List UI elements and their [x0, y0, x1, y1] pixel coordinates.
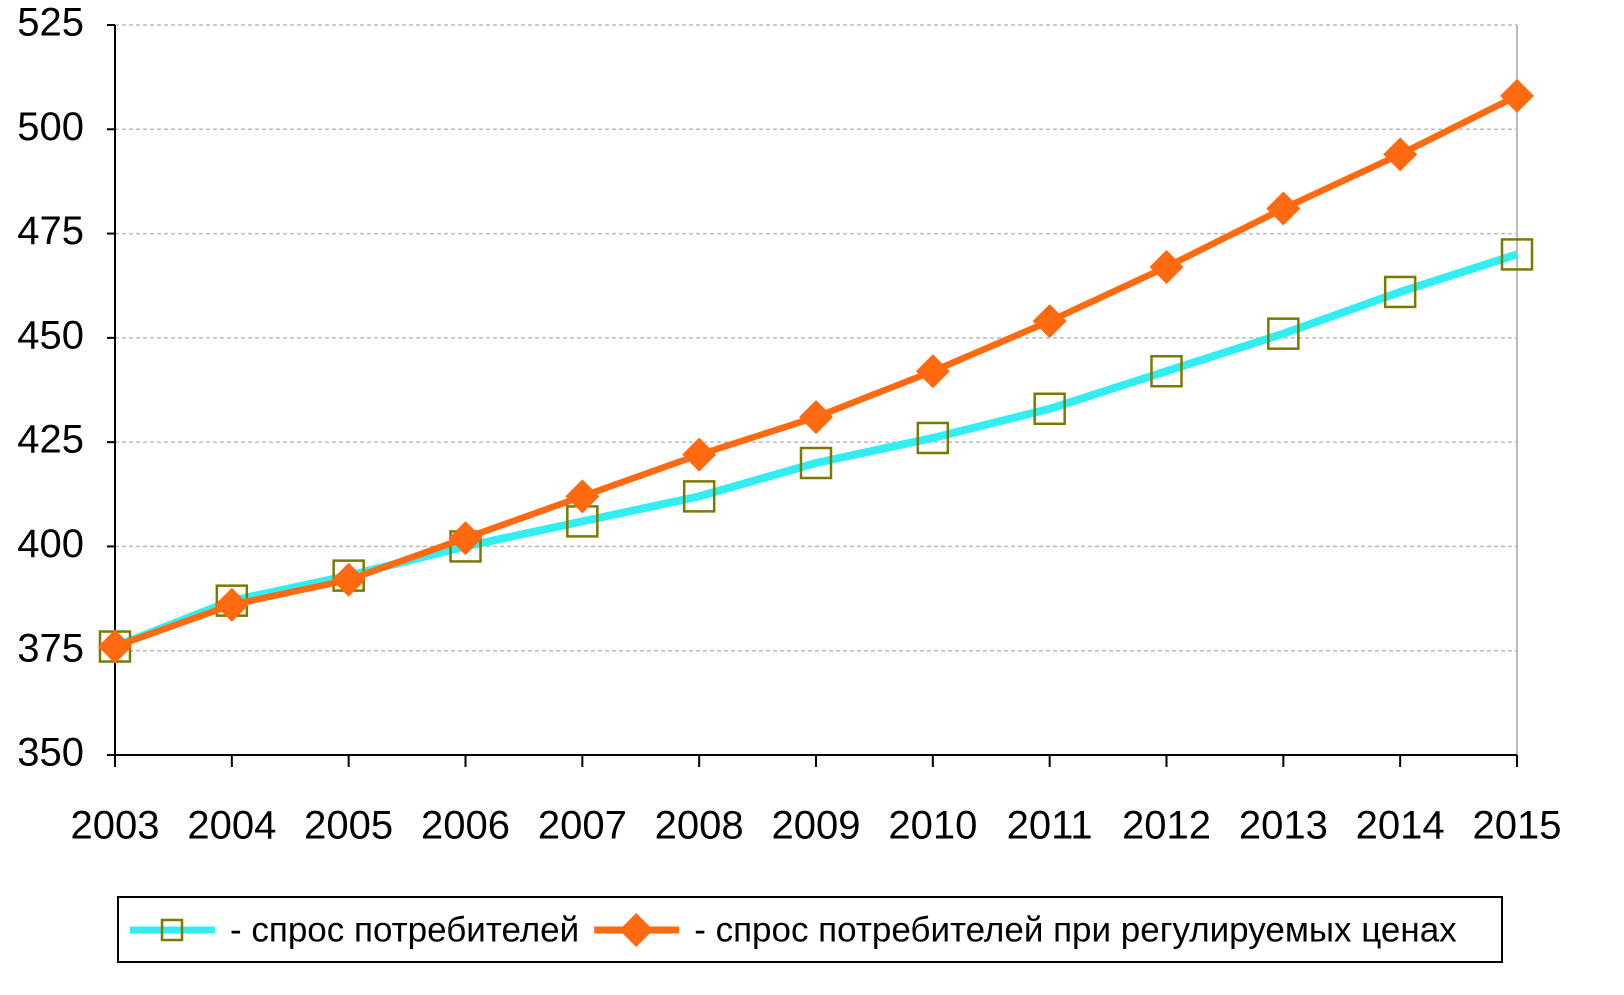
data-point	[1032, 304, 1067, 339]
x-tick-label: 2008	[655, 804, 744, 848]
y-tick-label: 425	[17, 418, 84, 462]
x-tick-label: 2006	[421, 804, 510, 848]
data-point	[565, 479, 600, 514]
legend-label: - спрос потребителей при регулируемых це…	[694, 910, 1457, 949]
y-tick-label: 375	[17, 626, 84, 670]
data-point	[1267, 317, 1300, 350]
y-tick-label: 450	[17, 313, 84, 357]
x-tick-label: 2015	[1473, 804, 1562, 848]
data-point	[799, 446, 833, 480]
x-tick-label: 2003	[71, 804, 160, 848]
y-tick-label: 500	[17, 105, 84, 149]
y-tick-label: 475	[17, 209, 84, 253]
x-tick-label: 2004	[187, 804, 276, 848]
x-tick-label: 2007	[538, 804, 627, 848]
data-point	[1150, 354, 1183, 388]
x-tick-label: 2011	[1007, 804, 1093, 848]
data-point	[915, 354, 950, 389]
data-point	[331, 562, 366, 597]
data-point	[214, 587, 249, 622]
data-point	[916, 421, 950, 455]
data-point	[1149, 249, 1184, 284]
data-point	[98, 629, 132, 664]
data-point	[1500, 238, 1534, 271]
data-point	[1383, 275, 1417, 309]
data-point	[1383, 137, 1418, 172]
x-tick-label: 2013	[1239, 804, 1328, 848]
legend-box	[117, 896, 1503, 963]
legend-marker	[160, 918, 184, 942]
y-tick-label: 400	[17, 522, 84, 566]
legend-marker	[619, 913, 654, 947]
data-point	[799, 400, 833, 435]
data-point	[448, 521, 483, 556]
y-tick-label: 525	[17, 1, 84, 45]
data-point	[1266, 191, 1301, 226]
x-tick-label: 2010	[888, 804, 977, 848]
data-point	[1500, 78, 1534, 113]
data-point	[1033, 392, 1066, 426]
x-tick-label: 2009	[772, 804, 861, 848]
legend-label: - спрос потребителей	[230, 910, 579, 949]
x-tick-label: 2012	[1122, 804, 1211, 848]
x-tick-label: 2014	[1356, 804, 1445, 848]
data-point	[682, 480, 716, 513]
x-tick-label: 2005	[304, 804, 393, 848]
data-point	[682, 437, 717, 472]
y-tick-label: 350	[17, 731, 84, 775]
series-line	[113, 93, 1519, 650]
